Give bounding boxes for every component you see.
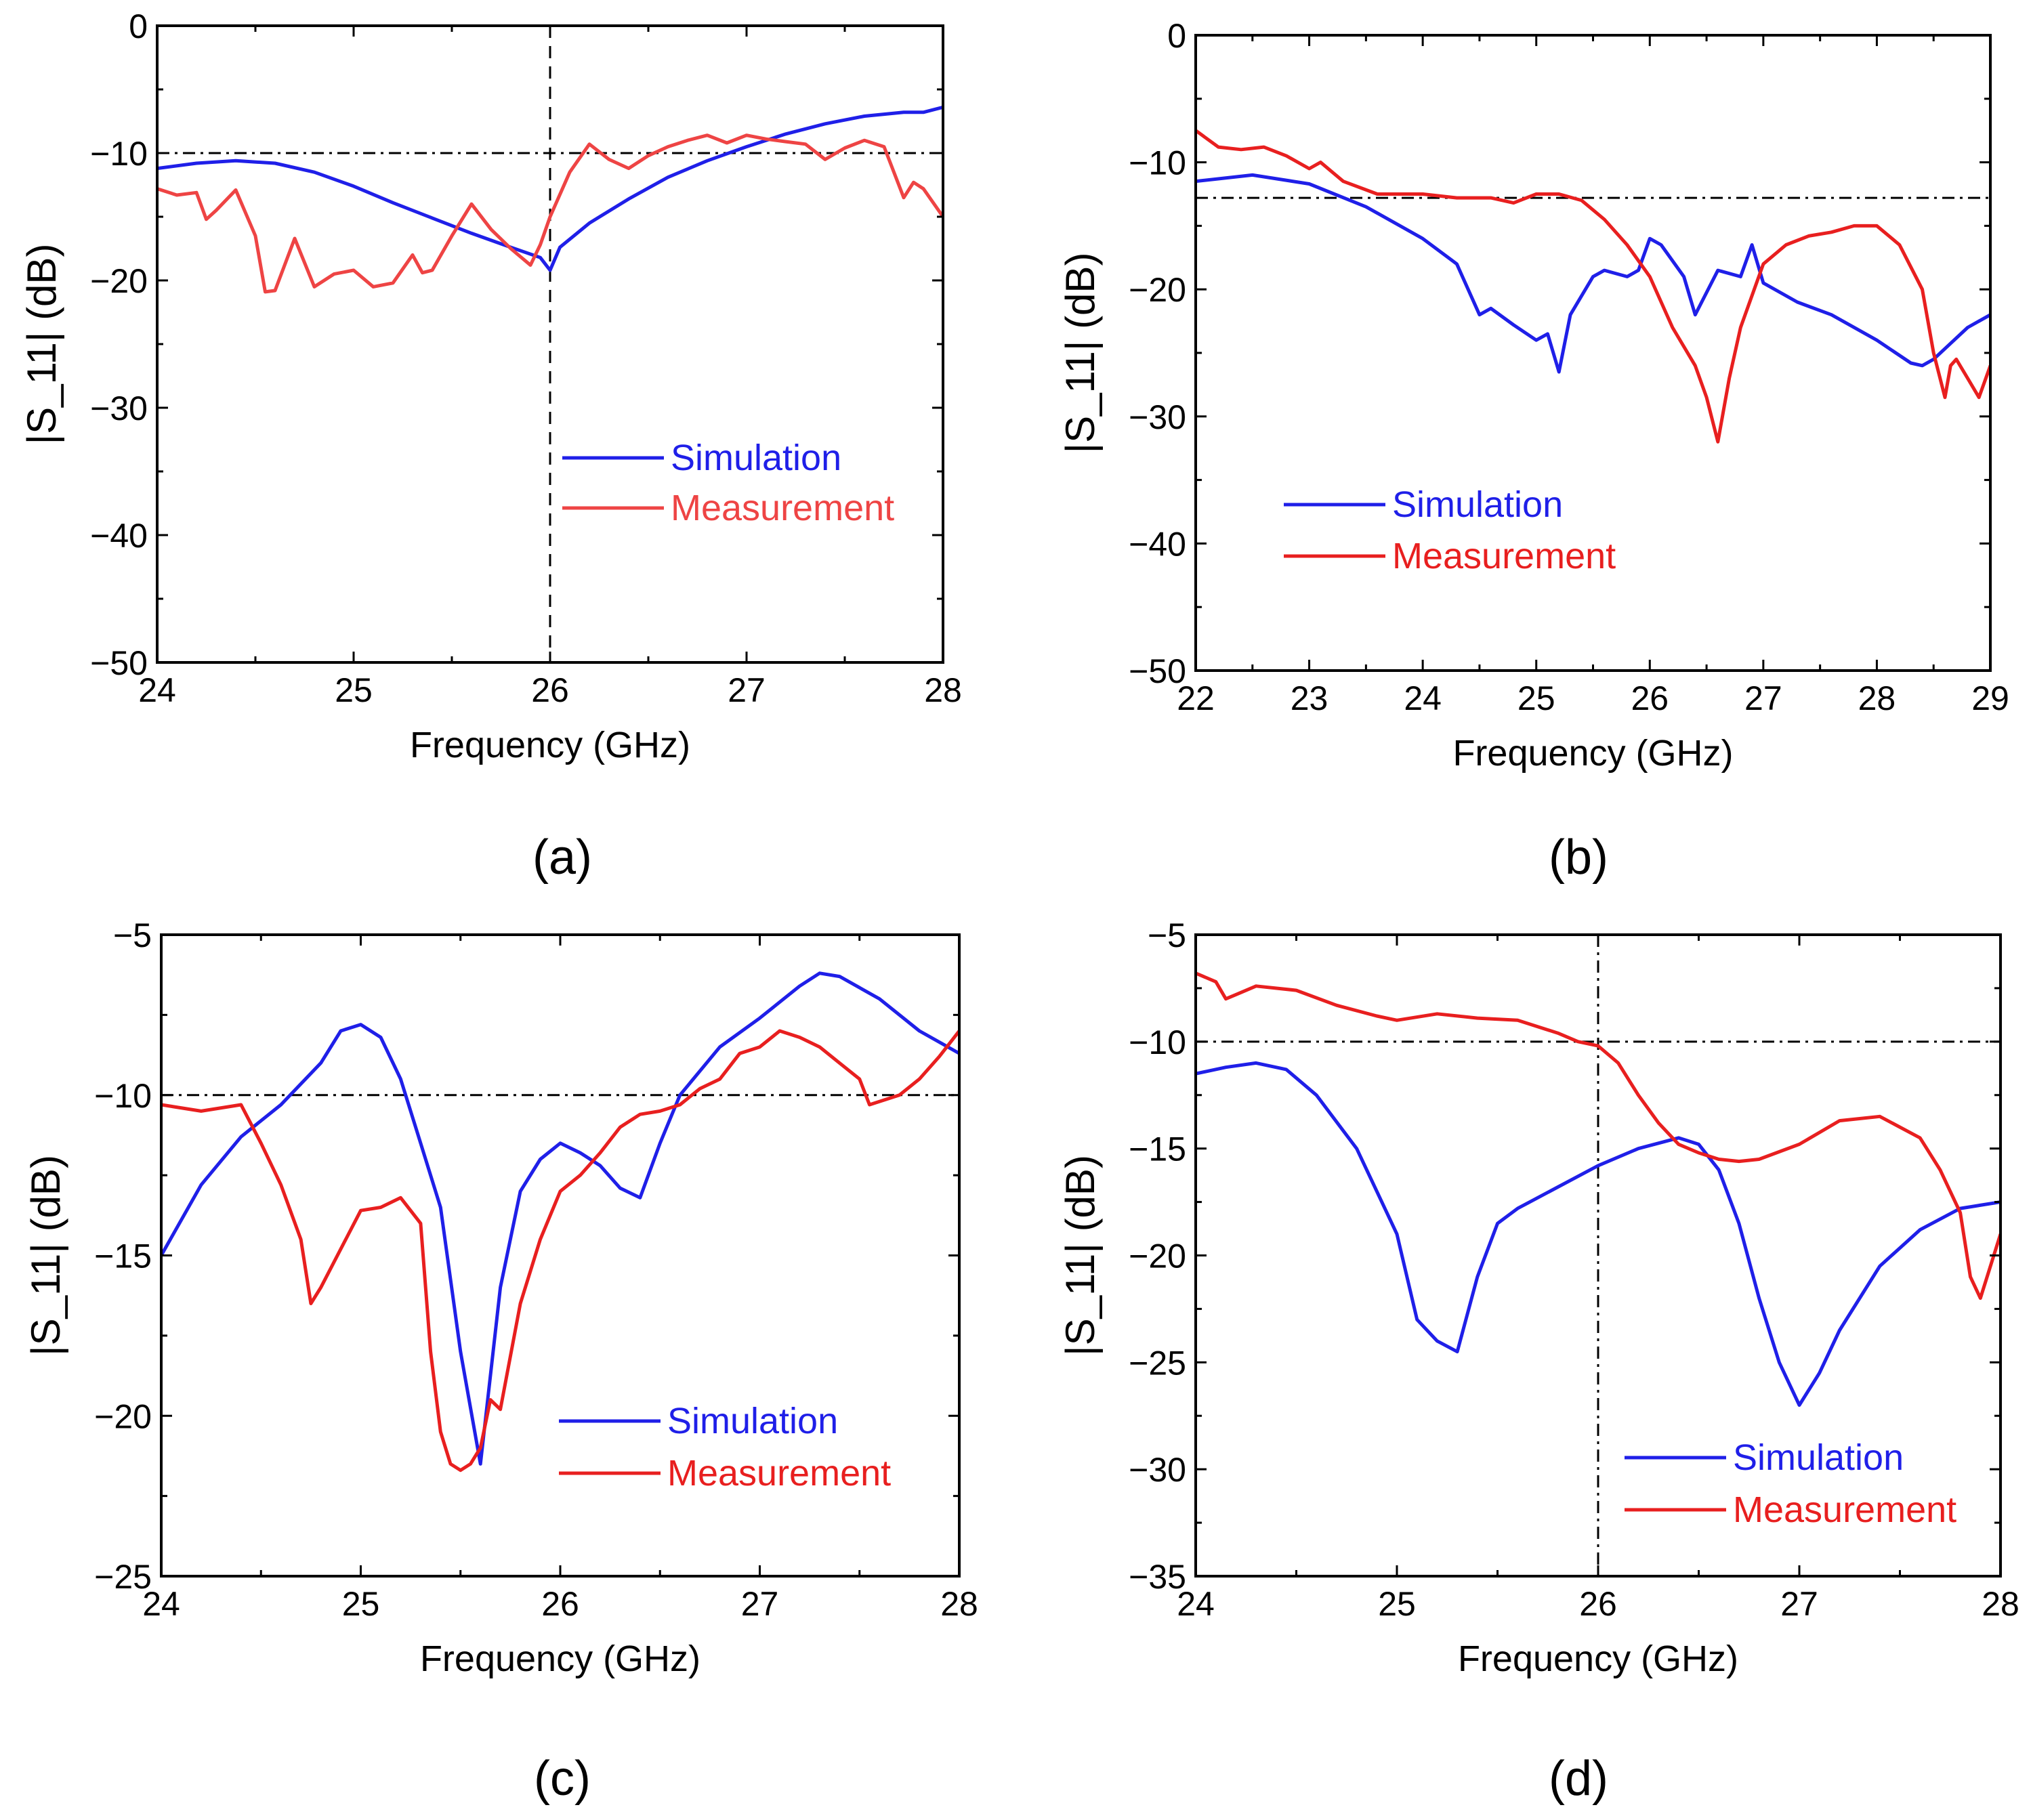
y-tick-label: 0 (1167, 17, 1186, 55)
x-tick-label: 25 (335, 671, 373, 709)
legend: Simulation Measurement (1625, 1437, 1956, 1530)
chart-panel-c: 24 25 26 27 28 −5 −10 −15 −20 −25 Frequency (GHz) |… (23, 916, 978, 1806)
y-tick-label: 0 (129, 7, 148, 45)
x-tick-label: 26 (531, 671, 569, 709)
series-line-measurement (1196, 971, 2001, 1300)
x-tick-label: 27 (1780, 1585, 1818, 1623)
panel-label: (d) (1549, 1752, 1608, 1806)
x-tick-label: 26 (1631, 679, 1669, 717)
chart-panel-b: 22 23 24 25 26 27 28 29 0 −10 −20 −30 −40 −50 Frequenc… (1058, 17, 2009, 885)
legend-label-measurement: Measurement (1392, 536, 1616, 576)
y-axis-title: |S_11| (dB) (1058, 253, 1103, 454)
y-tick-label: −5 (1148, 916, 1186, 954)
panel-label: (a) (532, 830, 592, 885)
legend-label-simulation: Simulation (671, 438, 841, 478)
plot-frame (156, 24, 944, 664)
y-tick-label: −10 (1129, 1023, 1186, 1061)
chart-panel-a: 24 25 26 27 28 0 −10 −20 −30 −40 −50 Frequency (GHz… (19, 7, 962, 885)
y-tick-label: −30 (90, 389, 148, 427)
legend-label-simulation: Simulation (1392, 484, 1563, 525)
y-tick-label: −10 (94, 1077, 152, 1115)
y-tick-label: −30 (1129, 398, 1186, 436)
x-tick-label: 25 (1378, 1585, 1416, 1623)
x-tick-label: 25 (1517, 679, 1555, 717)
x-axis-title: Frequency (GHz) (420, 1638, 700, 1679)
x-tick-label: 24 (1177, 1585, 1215, 1623)
x-axis-title: Frequency (GHz) (410, 725, 690, 765)
x-tick-label: 28 (1858, 679, 1896, 717)
x-tick-label: 28 (940, 1585, 978, 1623)
y-tick-label: −15 (94, 1237, 152, 1275)
legend-label-measurement: Measurement (1733, 1489, 1956, 1530)
series-line-measurement (157, 133, 943, 294)
legend-label-simulation: Simulation (1733, 1437, 1904, 1478)
legend: Simulation Measurement (559, 1401, 891, 1494)
y-tick-label: −35 (1129, 1558, 1186, 1596)
panel-label: (b) (1549, 830, 1608, 885)
y-tick-label: −15 (1129, 1130, 1186, 1168)
y-tick-label: −25 (1129, 1344, 1186, 1382)
series-line-simulation (157, 105, 943, 272)
series-line-simulation (161, 971, 959, 1466)
x-tick-label: 29 (1971, 679, 2009, 717)
x-tick-label: 24 (138, 671, 176, 709)
y-axis-title: |S_11| (dB) (1058, 1155, 1103, 1356)
y-tick-label: −10 (1129, 144, 1186, 182)
series-line-simulation (1196, 1061, 2001, 1407)
x-tick-label: 26 (1579, 1585, 1617, 1623)
legend-label-simulation: Simulation (667, 1401, 838, 1441)
y-tick-label: −40 (1129, 525, 1186, 563)
legend-label-measurement: Measurement (671, 488, 894, 528)
x-tick-label: 27 (728, 671, 766, 709)
x-tick-label: 25 (342, 1585, 380, 1623)
y-tick-label: −40 (90, 517, 148, 555)
x-tick-label: 27 (1744, 679, 1782, 717)
legend-label-measurement: Measurement (667, 1453, 891, 1494)
x-tick-label: 24 (1404, 679, 1442, 717)
series-line-measurement (1196, 129, 1990, 444)
x-tick-label: 27 (741, 1585, 779, 1623)
legend: Simulation Measurement (1284, 484, 1616, 576)
y-tick-label: −30 (1129, 1451, 1186, 1489)
x-axis-title: Frequency (GHz) (1458, 1638, 1738, 1679)
y-tick-label: −20 (1129, 271, 1186, 309)
x-tick-label: 28 (1982, 1585, 2019, 1623)
x-tick-label: 22 (1177, 679, 1215, 717)
y-axis-title: |S_11| (dB) (23, 1155, 68, 1356)
y-tick-label: −10 (90, 135, 148, 173)
panel-label: (c) (534, 1752, 591, 1806)
y-tick-label: −50 (1129, 652, 1186, 690)
x-tick-label: 28 (924, 671, 962, 709)
series-line-measurement (161, 1029, 959, 1473)
chart-panel-d: 24 25 26 27 28 −5 −10 −15 −20 −25 −30 −35 Frequency … (1058, 916, 2019, 1806)
x-tick-label: 24 (142, 1585, 180, 1623)
y-tick-label: −5 (113, 916, 152, 954)
y-axis-title: |S_11| (dB) (19, 244, 64, 445)
y-tick-label: −20 (90, 262, 148, 300)
x-tick-label: 23 (1291, 679, 1328, 717)
y-tick-label: −50 (90, 644, 148, 682)
series-line-simulation (1196, 173, 1990, 374)
y-tick-label: −20 (1129, 1237, 1186, 1275)
y-tick-label: −25 (94, 1558, 152, 1596)
y-tick-label: −20 (94, 1397, 152, 1435)
x-axis-title: Frequency (GHz) (1452, 733, 1733, 774)
legend: Simulation Measurement (562, 438, 894, 528)
x-tick-label: 26 (541, 1585, 579, 1623)
